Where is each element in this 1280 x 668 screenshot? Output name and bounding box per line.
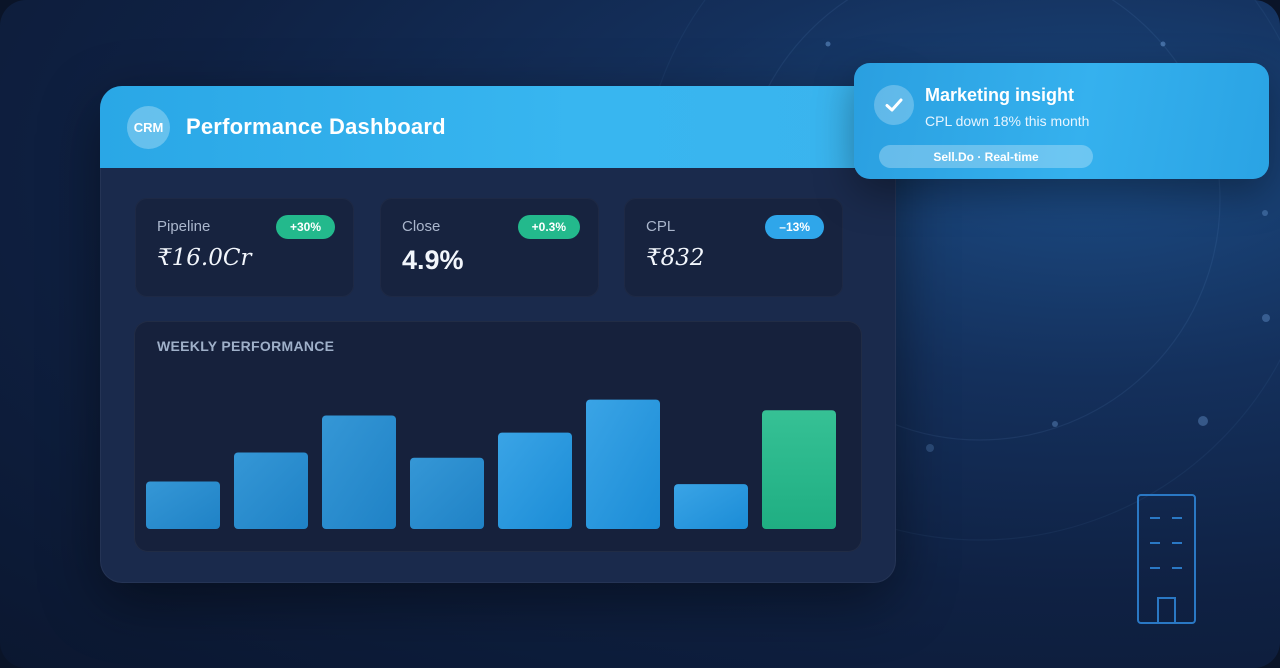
kpi-value: 4.9%: [402, 245, 464, 275]
check-icon: [874, 85, 914, 125]
kpi-card-cpl[interactable]: CPL –13% ₹832: [624, 198, 843, 297]
chart-title: WEEKLY PERFORMANCE: [157, 338, 335, 354]
dashboard-title: Performance Dashboard: [186, 114, 446, 139]
kpi-card-pipeline[interactable]: Pipeline +30% ₹16.0Cr: [135, 198, 354, 297]
kpi-label: CPL: [646, 218, 676, 235]
kpi-change-badge: –13%: [765, 215, 824, 239]
chart-bar-1: [146, 481, 220, 529]
kpi-value: ₹832: [646, 245, 705, 271]
kpi-value: ₹16.0Cr: [157, 245, 252, 271]
weekly-performance-panel: WEEKLY PERFORMANCE: [134, 321, 862, 552]
building-icon: [1137, 494, 1196, 624]
notification-subtitle: CPL down 18% this month: [925, 113, 1090, 129]
chart-bar-6: [586, 399, 660, 529]
kpi-label: Close: [402, 218, 441, 235]
kpi-change-badge: +0.3%: [517, 215, 580, 239]
chart-bar-8: [762, 410, 836, 529]
chart-bar-7: [674, 484, 748, 529]
performance-dashboard: CRM Performance Dashboard Pipeline +30% …: [100, 86, 896, 583]
dashboard-header: CRM Performance Dashboard: [100, 86, 896, 168]
weekly-performance-chart: [146, 399, 836, 529]
marketing-insight-notification[interactable]: Marketing insight CPL down 18% this mont…: [854, 63, 1269, 179]
chart-bar-2: [234, 452, 308, 529]
kpi-label: Pipeline: [157, 218, 211, 235]
chart-bar-3: [322, 415, 396, 529]
notification-title: Marketing insight: [925, 85, 1075, 105]
kpi-card-close[interactable]: Close +0.3% 4.9%: [380, 198, 599, 297]
chart-bar-4: [410, 457, 484, 529]
chart-bar-5: [498, 432, 572, 529]
kpi-change-badge: +30%: [275, 215, 335, 239]
notification-source-pill: Sell.Do · Real-time: [879, 145, 1093, 168]
crm-logo: CRM: [127, 106, 170, 149]
